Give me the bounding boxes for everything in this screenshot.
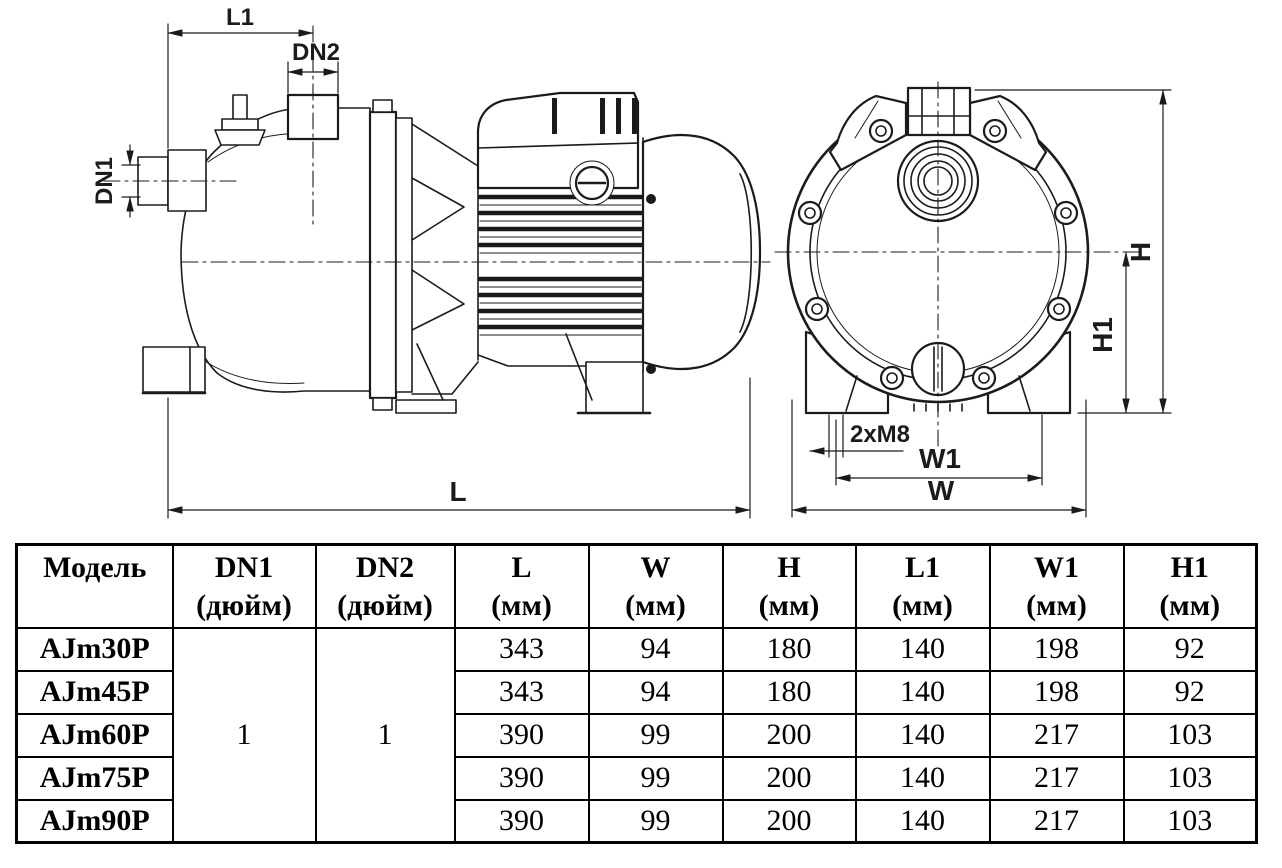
dim-label-w: W (928, 475, 955, 506)
model-cell: AJm45P (15, 669, 174, 715)
w1-cell: 217 (988, 712, 1125, 758)
dim-label-w1: W1 (919, 443, 961, 474)
l1-cell: 140 (854, 626, 991, 672)
model-cell: AJm90P (15, 798, 174, 844)
side-view: L1 DN2 DN1 L (91, 4, 771, 519)
w1-cell: 217 (988, 798, 1125, 844)
screw-boss (569, 160, 615, 206)
l-cell: 343 (453, 669, 590, 715)
table-row: AJm75P 390 99 200 140 217 103 (15, 755, 1258, 801)
model-cell: AJm30P (15, 626, 174, 672)
table-row: AJm45P 343 94 180 140 198 92 (15, 669, 1258, 715)
dim-label-l: L (449, 476, 466, 507)
dim-w: W (791, 399, 1087, 518)
l1-cell: 140 (854, 712, 991, 758)
w-cell: 94 (587, 626, 724, 672)
dim-label-dn1: DN1 (91, 157, 118, 205)
pump-body (180, 107, 371, 393)
inlet-port (103, 149, 237, 212)
h-cell: 200 (721, 712, 857, 758)
l-cell: 390 (453, 798, 590, 844)
w-cell: 94 (587, 669, 724, 715)
motor (476, 91, 762, 415)
w1-cell: 217 (988, 755, 1125, 801)
h-cell: 200 (721, 755, 857, 801)
col-header-l: L (мм) (453, 543, 590, 629)
l-cell: 343 (453, 626, 590, 672)
col-header-dn2: DN2 (дюйм) (314, 543, 456, 629)
h1-cell: 103 (1122, 755, 1258, 801)
table-row: AJm90P 390 99 200 140 217 103 (15, 798, 1258, 844)
dim-l: L (167, 377, 751, 519)
h-cell: 180 (721, 669, 857, 715)
w1-cell: 198 (988, 669, 1125, 715)
dim-label-l1: L1 (226, 4, 254, 31)
col-header-dn1: DN1 (дюйм) (171, 543, 317, 629)
l1-cell: 140 (854, 798, 991, 844)
dim-h: H (974, 89, 1172, 414)
motor-foot (565, 333, 652, 415)
dim-h1: H1 (1087, 251, 1130, 414)
l-cell: 390 (453, 755, 590, 801)
col-header-w1: W1 (мм) (988, 543, 1125, 629)
l1-cell: 140 (854, 755, 991, 801)
dim-l1: L1 (167, 4, 314, 149)
table-row: AJm60P 390 99 200 140 217 103 (15, 712, 1258, 758)
col-header-h: H (мм) (721, 543, 857, 629)
w-cell: 99 (587, 755, 724, 801)
pump-foot (141, 346, 207, 395)
col-header-h1: H1 (мм) (1122, 543, 1258, 629)
dim-dn1: DN1 (91, 144, 141, 218)
flange-bolts (797, 118, 1079, 391)
col-header-model: Модель (15, 543, 174, 629)
bracket (368, 99, 479, 414)
dim-label-h1: H1 (1087, 317, 1118, 353)
h1-cell: 103 (1122, 798, 1258, 844)
l-cell: 390 (453, 712, 590, 758)
col-header-l1: L1 (мм) (854, 543, 991, 629)
dim-w1: W1 (835, 414, 1043, 486)
l1-cell: 140 (854, 669, 991, 715)
h1-cell: 92 (1122, 626, 1258, 672)
cooling-fins (477, 194, 644, 336)
w-cell: 99 (587, 798, 724, 844)
front-view: H H1 2xM8 W1 (774, 81, 1172, 518)
bolt-callout: 2xM8 (809, 414, 910, 458)
h1-cell: 92 (1122, 669, 1258, 715)
screw-icon (646, 194, 656, 204)
top-flange (828, 86, 1048, 172)
table-header-row: Модель DN1 (дюйм) DN2 (дюйм) L (мм) W (мм) H… (15, 543, 1258, 629)
dim-label-h: H (1125, 242, 1156, 262)
h-cell: 180 (721, 626, 857, 672)
discharge-port (286, 25, 340, 229)
h-cell: 200 (721, 798, 857, 844)
table-row: AJm30P 1 1 343 94 180 140 198 92 (15, 626, 1258, 844)
w1-cell: 198 (988, 626, 1125, 672)
terminal-box (476, 91, 640, 190)
model-cell: AJm60P (15, 712, 174, 758)
dn2-shared-cell: 1 (314, 626, 456, 844)
w-cell: 99 (587, 712, 724, 758)
model-cell: AJm75P (15, 755, 174, 801)
dn1-shared-cell: 1 (171, 626, 317, 844)
dim-dn2: DN2 (287, 39, 340, 94)
dimensions-table: Модель DN1 (дюйм) DN2 (дюйм) L (мм) W (мм) H… (15, 543, 1258, 844)
rear-cover (641, 133, 762, 371)
bolt-callout-label: 2xM8 (850, 421, 910, 448)
col-header-w: W (мм) (587, 543, 724, 629)
priming-plug (214, 94, 266, 146)
screw-icon (646, 364, 656, 374)
h1-cell: 103 (1122, 712, 1258, 758)
dim-label-dn2: DN2 (292, 39, 340, 66)
technical-drawing: L1 DN2 DN1 L (91, 4, 1172, 519)
